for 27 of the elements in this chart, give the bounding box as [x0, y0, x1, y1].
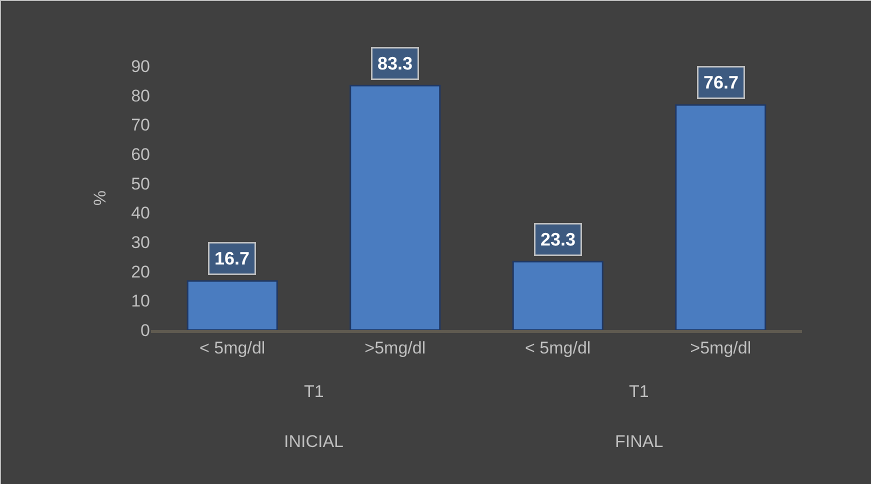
- y-tick-label: 60: [131, 144, 150, 164]
- data-label: 76.7: [704, 72, 739, 92]
- text: INICIAL: [284, 432, 344, 451]
- x-tick-label: >5mg/dl: [364, 338, 426, 358]
- y-tick-label: 0: [140, 320, 150, 340]
- y-tick-label: 40: [131, 204, 150, 223]
- y-tick-label: 80: [131, 86, 150, 106]
- bar: [350, 84, 441, 330]
- y-tick-label: 90: [131, 56, 150, 76]
- x-tick-label: >5mg/dl: [690, 338, 752, 358]
- y-tick-label: 30: [131, 232, 150, 252]
- y-axis-title: %: [90, 190, 110, 206]
- y-tick-label: 50: [131, 174, 150, 194]
- data-label: 83.3: [378, 54, 413, 74]
- y-tick-label: 10: [131, 292, 150, 311]
- bar: [512, 260, 604, 330]
- text: FINAL: [615, 432, 664, 451]
- data-label: 23.3: [540, 230, 576, 250]
- text: T1: [304, 382, 324, 401]
- y-tick-label: 20: [131, 262, 150, 282]
- bar: [675, 104, 766, 330]
- text: T1: [629, 382, 649, 401]
- y-tick-label: 70: [131, 116, 150, 135]
- x-tick-label: < 5mg/dl: [200, 338, 266, 358]
- x-tick-label: < 5mg/dl: [525, 338, 591, 358]
- bar: [186, 280, 278, 330]
- data-label: 16.7: [214, 248, 250, 268]
